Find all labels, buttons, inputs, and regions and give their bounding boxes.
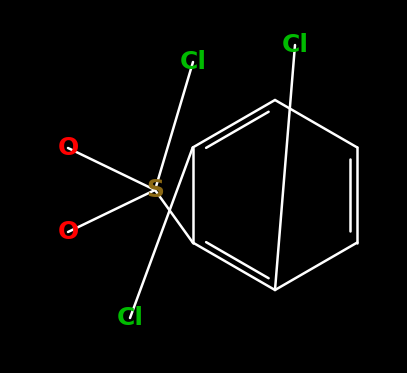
Text: Cl: Cl (282, 33, 309, 57)
Text: O: O (57, 136, 79, 160)
Text: Cl: Cl (179, 50, 206, 74)
Text: S: S (146, 178, 164, 202)
Text: O: O (57, 220, 79, 244)
Text: Cl: Cl (116, 306, 144, 330)
